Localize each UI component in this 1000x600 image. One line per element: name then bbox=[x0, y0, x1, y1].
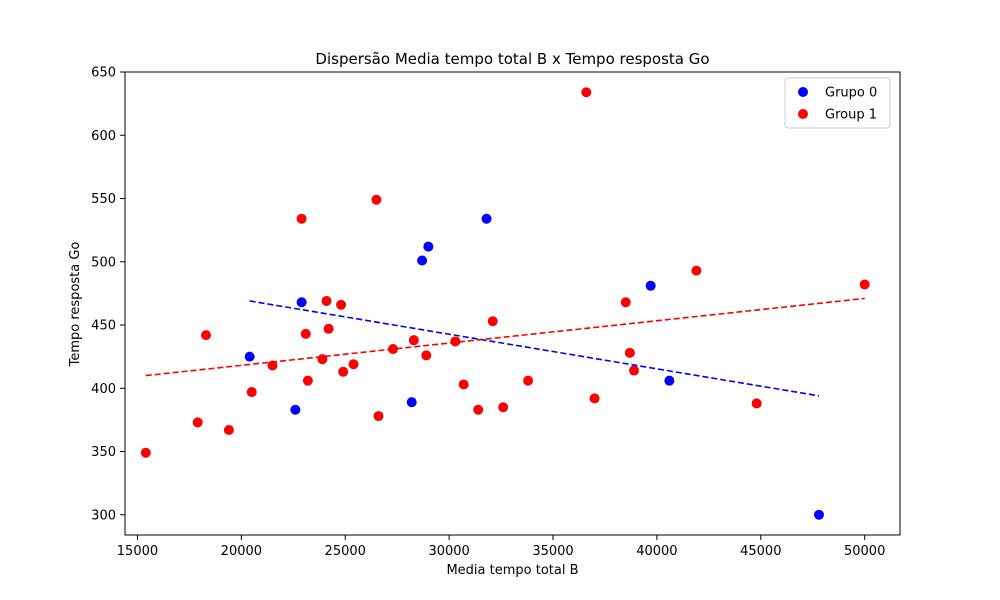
data-point-series-1-14 bbox=[348, 359, 359, 370]
data-point-series-1-23 bbox=[487, 316, 498, 327]
x-tick-label: 25000 bbox=[325, 544, 366, 559]
data-point-series-0-4 bbox=[417, 255, 428, 266]
data-point-series-1-3 bbox=[223, 425, 234, 436]
y-axis-label: Tempo resposta Go bbox=[68, 242, 83, 368]
legend-box bbox=[784, 77, 891, 129]
y-tick-label: 450 bbox=[91, 319, 116, 334]
x-axis: 15000 20000 25000 30000 35000 40000 45000 50000 bbox=[117, 535, 885, 559]
plot-frame bbox=[124, 71, 901, 536]
data-point-series-0-3 bbox=[406, 397, 417, 408]
x-tick-label: 45000 bbox=[740, 544, 781, 559]
data-point-series-0-5 bbox=[423, 241, 434, 252]
trendline-series-1 bbox=[145, 297, 865, 377]
chart-title: Dispersão Media tempo total B x Tempo re… bbox=[315, 50, 709, 68]
data-point-series-0-6 bbox=[481, 213, 492, 224]
data-point-series-0-0 bbox=[244, 351, 255, 362]
data-point-series-1-26 bbox=[581, 87, 592, 98]
data-point-series-1-33 bbox=[859, 279, 870, 290]
y-tick-label: 550 bbox=[91, 192, 116, 207]
data-point-series-1-30 bbox=[629, 365, 640, 376]
data-point-series-0-2 bbox=[296, 297, 307, 308]
x-tick-label: 35000 bbox=[532, 544, 573, 559]
y-tick-label: 600 bbox=[91, 129, 116, 144]
x-axis-label: Media tempo total B bbox=[446, 563, 578, 578]
data-point-series-0-8 bbox=[664, 375, 675, 386]
x-tick-label: 20000 bbox=[221, 544, 262, 559]
legend-label-series-0: Grupo 0 bbox=[825, 86, 877, 101]
data-point-series-1-1 bbox=[192, 417, 203, 428]
data-point-series-0-1 bbox=[290, 404, 301, 415]
data-point-series-1-0 bbox=[140, 447, 151, 458]
y-tick-label: 300 bbox=[91, 508, 116, 523]
y-tick-label: 650 bbox=[91, 66, 116, 81]
data-point-series-1-28 bbox=[620, 297, 631, 308]
data-point-series-1-12 bbox=[336, 299, 347, 310]
x-tick-label: 30000 bbox=[428, 544, 469, 559]
data-point-series-1-31 bbox=[691, 265, 702, 276]
data-point-series-1-25 bbox=[523, 375, 534, 386]
data-point-series-1-10 bbox=[321, 295, 332, 306]
data-point-series-0-9 bbox=[813, 509, 824, 520]
trendline-series-0 bbox=[249, 300, 820, 397]
data-point-series-1-7 bbox=[300, 328, 311, 339]
data-point-series-1-8 bbox=[302, 375, 313, 386]
data-point-series-1-18 bbox=[408, 335, 419, 346]
data-point-series-1-15 bbox=[371, 194, 382, 205]
data-point-series-0-7 bbox=[645, 280, 656, 291]
legend-marker-series-0 bbox=[798, 87, 808, 97]
data-point-series-1-6 bbox=[296, 213, 307, 224]
x-tick-label: 50000 bbox=[844, 544, 885, 559]
data-point-series-1-9 bbox=[317, 354, 328, 365]
y-tick-label: 400 bbox=[91, 382, 116, 397]
data-point-series-1-11 bbox=[323, 323, 334, 334]
data-point-series-1-13 bbox=[338, 366, 349, 377]
legend: Grupo 0 Group 1 bbox=[784, 77, 891, 129]
data-point-series-1-21 bbox=[458, 379, 469, 390]
data-point-series-1-29 bbox=[624, 347, 635, 358]
data-point-series-1-20 bbox=[450, 336, 461, 347]
y-axis: 300 350 400 450 500 550 600 650 bbox=[91, 66, 125, 523]
data-point-series-1-4 bbox=[246, 387, 257, 398]
plot-area bbox=[124, 71, 901, 536]
legend-marker-series-1 bbox=[798, 109, 808, 119]
data-point-series-1-5 bbox=[267, 360, 278, 371]
y-tick-label: 500 bbox=[91, 255, 116, 270]
y-tick-label: 350 bbox=[91, 445, 116, 460]
data-point-series-1-2 bbox=[201, 330, 212, 341]
x-tick-label: 40000 bbox=[636, 544, 677, 559]
data-point-series-1-22 bbox=[473, 404, 484, 415]
data-point-series-1-17 bbox=[388, 344, 399, 355]
data-point-series-1-27 bbox=[589, 393, 600, 404]
data-point-series-1-19 bbox=[421, 350, 432, 361]
data-point-series-1-24 bbox=[498, 402, 509, 413]
legend-label-series-1: Group 1 bbox=[825, 108, 877, 123]
data-point-series-1-16 bbox=[373, 411, 384, 422]
data-point-series-1-32 bbox=[751, 398, 762, 409]
x-tick-label: 15000 bbox=[117, 544, 158, 559]
